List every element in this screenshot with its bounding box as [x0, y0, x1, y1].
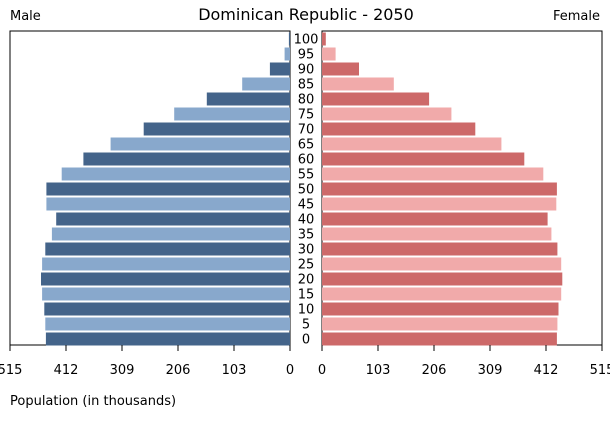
age-label: 20	[298, 273, 315, 288]
male-bar-age-20	[41, 272, 290, 286]
male-bar-age-30	[45, 242, 290, 256]
male-bar-age-100	[288, 32, 290, 46]
female-bar-age-40	[322, 212, 548, 226]
female-bar-age-90	[322, 62, 359, 76]
age-label: 50	[298, 183, 315, 198]
male-bar-age-10	[44, 302, 290, 316]
female-bar-age-45	[322, 197, 557, 211]
age-label: 65	[298, 138, 315, 153]
male-bar-age-85	[242, 77, 290, 91]
tick-label: 103	[366, 363, 391, 378]
tick-label: 515	[0, 363, 22, 378]
tick-label: 103	[222, 363, 247, 378]
female-bar-age-50	[322, 182, 557, 196]
female-bar-age-25	[322, 257, 562, 271]
age-label: 55	[298, 168, 315, 183]
age-label: 85	[298, 78, 315, 93]
female-bar-age-95	[322, 47, 336, 61]
age-label: 60	[298, 153, 315, 168]
bars-group	[41, 32, 563, 346]
tick-label: 309	[478, 363, 503, 378]
tick-label: 206	[166, 363, 191, 378]
age-label: 100	[294, 33, 319, 48]
female-bar-age-70	[322, 122, 476, 136]
male-bar-age-75	[174, 107, 290, 121]
tick-label: 309	[110, 363, 135, 378]
age-labels: 1009590858075706560555045403530252015105…	[294, 33, 319, 348]
age-label: 35	[298, 228, 315, 243]
tick-label: 0	[286, 363, 294, 378]
age-label: 40	[298, 213, 315, 228]
female-bar-age-60	[322, 152, 525, 166]
female-label: Female	[553, 9, 600, 24]
female-bar-age-85	[322, 77, 394, 91]
female-bar-age-75	[322, 107, 452, 121]
tick-label: 0	[318, 363, 326, 378]
age-label: 5	[302, 318, 310, 333]
tick-label: 515	[590, 363, 610, 378]
female-bar-age-0	[322, 332, 557, 346]
age-label: 15	[298, 288, 315, 303]
x-axis-label: Population (in thousands)	[10, 394, 176, 409]
age-label: 80	[298, 93, 315, 108]
male-bar-age-15	[42, 287, 290, 301]
male-bar-age-25	[42, 257, 290, 271]
age-label: 45	[298, 198, 315, 213]
age-label: 75	[298, 108, 315, 123]
age-label: 25	[298, 258, 315, 273]
male-bar-age-45	[46, 197, 291, 211]
male-bar-age-90	[269, 62, 290, 76]
age-label: 95	[298, 48, 315, 63]
female-bar-age-15	[322, 287, 562, 301]
age-label: 0	[302, 333, 310, 348]
chart-title: Dominican Republic - 2050	[198, 5, 414, 24]
female-bar-age-65	[322, 137, 502, 151]
female-bar-age-35	[322, 227, 552, 241]
male-bar-age-35	[51, 227, 291, 241]
male-bar-age-40	[56, 212, 291, 226]
female-bar-age-5	[322, 317, 558, 331]
male-bar-age-0	[45, 332, 291, 346]
male-label: Male	[10, 9, 41, 24]
male-bar-age-5	[45, 317, 290, 331]
male-bar-age-70	[143, 122, 290, 136]
age-label: 30	[298, 243, 315, 258]
male-bar-age-65	[110, 137, 290, 151]
age-label: 70	[298, 123, 315, 138]
female-bar-age-80	[322, 92, 430, 106]
male-bar-age-60	[83, 152, 291, 166]
tick-label: 206	[422, 363, 447, 378]
female-bar-age-20	[322, 272, 563, 286]
age-label: 10	[298, 303, 315, 318]
male-bar-age-95	[284, 47, 290, 61]
age-label: 90	[298, 63, 315, 78]
female-bar-age-30	[322, 242, 558, 256]
axis-ticks: 515 412 309 206 103 0 0 103 206 309 412 515	[0, 345, 610, 378]
tick-label: 412	[534, 363, 559, 378]
female-bar-age-55	[322, 167, 544, 181]
male-bar-age-50	[46, 182, 291, 196]
male-bar-age-80	[206, 92, 290, 106]
female-bar-age-100	[322, 32, 326, 46]
female-bar-age-10	[322, 302, 559, 316]
male-bar-age-55	[61, 167, 291, 181]
tick-label: 412	[54, 363, 79, 378]
